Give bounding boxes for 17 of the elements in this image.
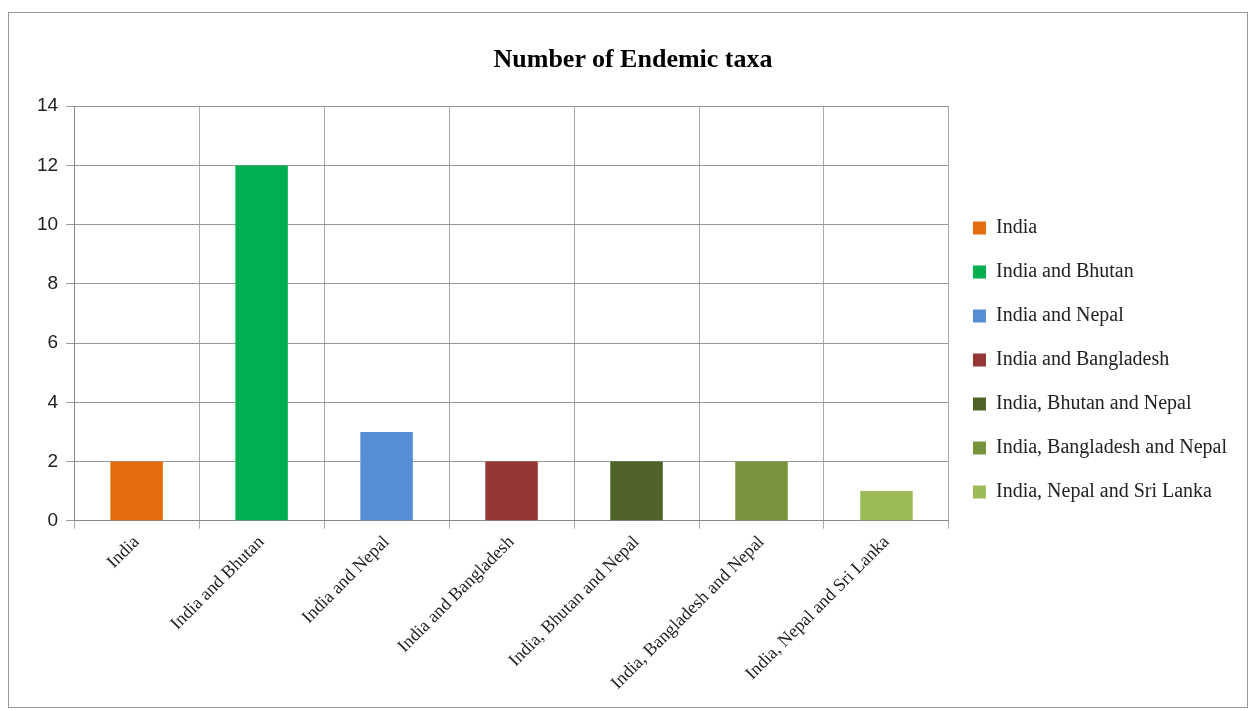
legend-label: India bbox=[995, 215, 1038, 238]
y-tick-label: 0 bbox=[47, 508, 59, 530]
y-tick-label: 12 bbox=[36, 153, 59, 175]
y-tick-label: 6 bbox=[47, 331, 59, 353]
y-tick-label: 10 bbox=[36, 212, 59, 234]
legend-label: India, Bhutan and Nepal bbox=[995, 391, 1192, 415]
x-tick-label: India bbox=[102, 531, 143, 572]
y-tick-label: 8 bbox=[47, 272, 59, 294]
y-tick-label: 2 bbox=[47, 449, 59, 471]
y-tick-label: 14 bbox=[36, 94, 59, 116]
chart-title: Number of Endemic taxa bbox=[493, 44, 773, 74]
y-tick-label: 4 bbox=[47, 390, 59, 412]
legend-label: India and Nepal bbox=[995, 303, 1125, 327]
legend-label: India and Bangladesh bbox=[995, 347, 1170, 371]
legend-label: India and Bhutan bbox=[995, 259, 1134, 282]
legend-label: India, Bangladesh and Nepal bbox=[995, 435, 1228, 459]
legend-label: India, Nepal and Sri Lanka bbox=[995, 479, 1213, 503]
